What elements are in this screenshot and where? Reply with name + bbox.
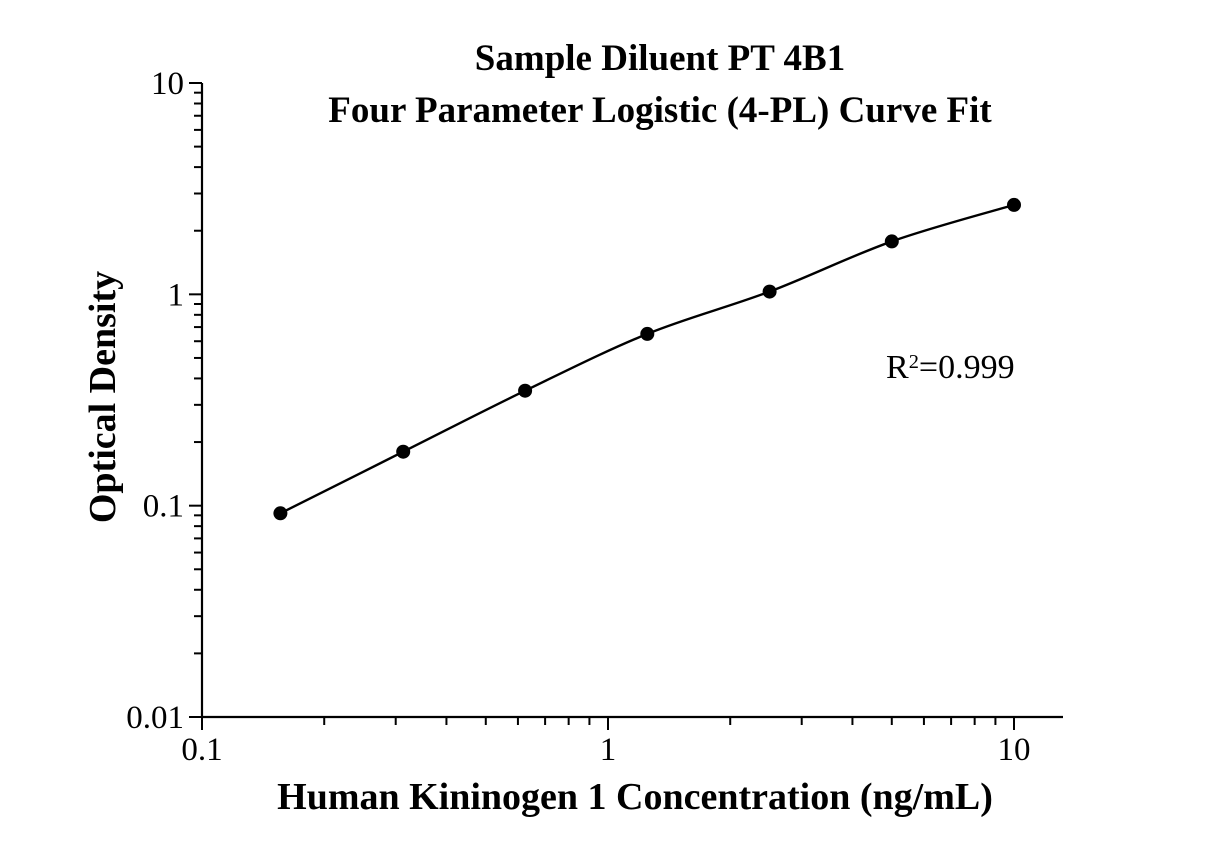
y-axis-tick-label: 1: [168, 277, 185, 313]
y-axis-tick-label: 0.01: [126, 700, 184, 736]
y-axis-tick-label: 0.1: [143, 489, 184, 525]
data-point: [1007, 197, 1021, 212]
data-point: [884, 234, 899, 249]
chart-title: Sample Diluent PT 4B1 Four Parameter Log…: [202, 33, 1118, 137]
chart-title-line2: Four Parameter Logistic (4-PL) Curve Fit: [328, 90, 992, 131]
x-axis-tick-label: 1: [600, 732, 617, 768]
data-point: [518, 383, 533, 398]
x-axis-tick-label: 10: [998, 732, 1031, 768]
data-point: [640, 326, 655, 341]
data-point: [396, 444, 411, 459]
x-axis-label: Human Kininogen 1 Concentration (ng/mL): [277, 776, 993, 818]
r-squared-value: =0.999: [918, 349, 1015, 386]
r-squared-annotation: R2=0.999: [886, 349, 1015, 387]
chart-title-line1: Sample Diluent PT 4B1: [474, 38, 846, 79]
r-squared-base: R: [886, 349, 909, 386]
x-axis-tick-label: 0.1: [181, 732, 222, 768]
data-point: [762, 284, 777, 299]
r-squared-exponent: 2: [908, 350, 919, 373]
data-point: [273, 506, 288, 521]
fit-curve: [279, 203, 1015, 515]
y-axis-tick-label: 10: [151, 66, 184, 102]
